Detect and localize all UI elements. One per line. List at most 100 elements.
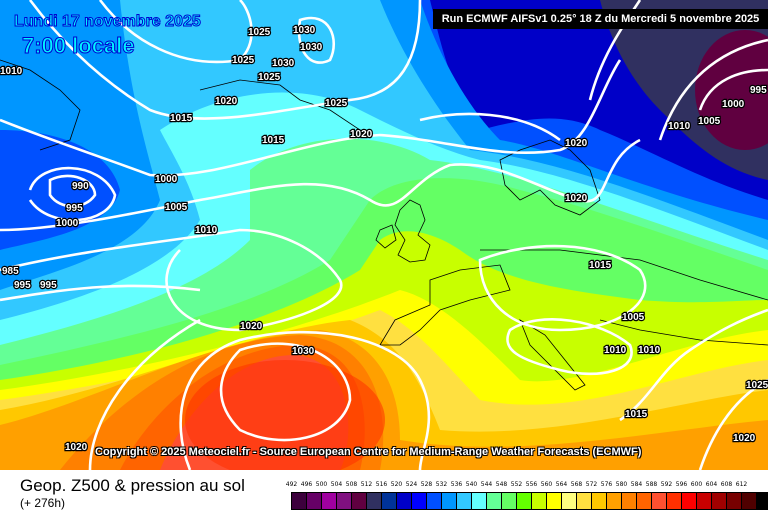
coastlines	[0, 59, 768, 391]
legend-label: 540	[465, 481, 478, 488]
legend-label: 500	[315, 481, 328, 488]
isobar-label: 1005	[622, 312, 645, 323]
legend-label: 528	[420, 481, 433, 488]
legend-swatch	[697, 493, 712, 509]
isobar-label: 1020	[565, 138, 588, 149]
legend-label: 584	[630, 481, 643, 488]
legend-swatch	[757, 493, 768, 509]
isobar-label: 1030	[300, 42, 323, 53]
isobar-label: 1005	[165, 202, 188, 213]
legend-label: 556	[525, 481, 538, 488]
legend-color-scale	[291, 492, 768, 510]
legend-swatch	[292, 493, 307, 509]
legend-label: 532	[435, 481, 448, 488]
legend-swatch	[607, 493, 622, 509]
legend-label: 564	[555, 481, 568, 488]
legend-label: 508	[345, 481, 358, 488]
isobar-label: 1015	[170, 113, 193, 124]
legend-swatch	[652, 493, 667, 509]
legend-swatch	[577, 493, 592, 509]
legend-swatch	[412, 493, 427, 509]
legend-label: 560	[540, 481, 553, 488]
legend-swatch	[442, 493, 457, 509]
legend-label: 572	[585, 481, 598, 488]
isobar-label: 1025	[232, 55, 255, 66]
isobar-label: 1025	[258, 72, 281, 83]
isobar-label: 995	[750, 85, 767, 96]
isobar-label: 1010	[195, 225, 218, 236]
isobar-label: 1020	[215, 96, 238, 107]
isobar-label: 1005	[698, 116, 721, 127]
isobar-label: 1020	[350, 129, 373, 140]
legend-label: 516	[375, 481, 388, 488]
legend-swatch	[427, 493, 442, 509]
forecast-date: Lundi 17 novembre 2025	[14, 13, 202, 31]
legend-label: 496	[300, 481, 313, 488]
isobar-label: 1010	[638, 345, 661, 356]
weather-map: 1025 1030 1030 1030 1025 1025 1020 1015 …	[0, 0, 768, 470]
legend-swatch	[397, 493, 412, 509]
legend-swatch	[502, 493, 517, 509]
isobar-label: 1020	[240, 321, 263, 332]
forecast-time: 7:00 locale	[22, 33, 136, 59]
legend-swatch	[622, 493, 637, 509]
isobar-label: 1010	[0, 66, 23, 77]
legend-labels: 492 496 500 504 508 512 516 520 524 528 532 536 540 5…	[284, 481, 749, 491]
legend-label: 552	[510, 481, 523, 488]
isobar-label: 995	[14, 280, 31, 291]
legend-label: 600	[690, 481, 703, 488]
legend-label: 576	[600, 481, 613, 488]
legend-label: 524	[405, 481, 418, 488]
legend-label: 604	[705, 481, 718, 488]
legend-label: 612	[735, 481, 748, 488]
isobar-label: 1015	[589, 260, 612, 271]
isobar-label: 1025	[248, 27, 271, 38]
isobar-label: 1020	[65, 442, 88, 453]
legend-label: 548	[495, 481, 508, 488]
legend-swatch	[742, 493, 757, 509]
isobar-label: 1030	[292, 346, 315, 357]
isobar-label: 1000	[56, 218, 79, 229]
legend-label: 596	[675, 481, 688, 488]
isobar-label: 995	[66, 203, 83, 214]
isobars	[0, 0, 768, 470]
model-run-info: Run ECMWF AIFSv1 0.25° 18 Z du Mercredi …	[433, 9, 768, 29]
legend-label: 504	[330, 481, 343, 488]
isobar-label: 1015	[262, 135, 285, 146]
legend-swatch	[382, 493, 397, 509]
isobar-label: 1010	[604, 345, 627, 356]
legend-swatch	[667, 493, 682, 509]
isobar-label: 1000	[722, 99, 745, 110]
isobar-label: 1020	[733, 433, 756, 444]
legend-swatch	[367, 493, 382, 509]
legend-label: 588	[645, 481, 658, 488]
legend-swatch	[307, 493, 322, 509]
isobar-label: 1020	[565, 193, 588, 204]
legend-swatch	[352, 493, 367, 509]
isobar-label: 1030	[272, 58, 295, 69]
legend-swatch	[337, 493, 352, 509]
legend-label: 568	[570, 481, 583, 488]
legend-swatch	[712, 493, 727, 509]
z500-band-508	[695, 30, 768, 150]
legend-label: 512	[360, 481, 373, 488]
legend-swatch	[562, 493, 577, 509]
legend-swatch	[517, 493, 532, 509]
legend-swatch	[592, 493, 607, 509]
legend-swatch	[457, 493, 472, 509]
legend-label: 592	[660, 481, 673, 488]
footer: Geop. Z500 & pression au sol (+ 276h) 49…	[0, 470, 768, 512]
isobar-label: 995	[40, 280, 57, 291]
isobar-label: 1025	[746, 380, 768, 391]
legend-swatch	[472, 493, 487, 509]
isobar-label: 1000	[155, 174, 178, 185]
isobar-label: 1010	[668, 121, 691, 132]
legend-label: 608	[720, 481, 733, 488]
legend-label: 544	[480, 481, 493, 488]
isobar-label: 985	[2, 266, 19, 277]
copyright-notice: Copyright © 2025 Meteociel.fr - Source E…	[95, 446, 642, 458]
legend-swatch	[547, 493, 562, 509]
legend-swatch	[682, 493, 697, 509]
isobar-label: 1030	[293, 25, 316, 36]
legend-swatch	[322, 493, 337, 509]
